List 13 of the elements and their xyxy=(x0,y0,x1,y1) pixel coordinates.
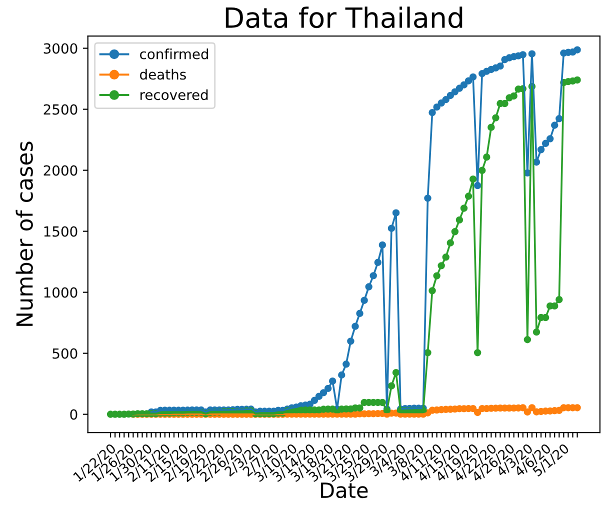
y-tick-label: 500 xyxy=(52,348,78,359)
legend-label: confirmed xyxy=(140,48,208,60)
y-tick-label: 1000 xyxy=(44,287,78,298)
y-tick-label: 1500 xyxy=(44,226,78,237)
y-axis-title: Number of cases xyxy=(16,142,33,326)
y-tick-label: 2500 xyxy=(44,104,78,115)
legend-label: deaths xyxy=(140,68,186,80)
chart-title: Data for Thailand xyxy=(226,6,462,28)
x-axis-title: Date xyxy=(321,482,368,498)
y-tick-label: 3000 xyxy=(44,43,78,54)
y-tick-label: 2000 xyxy=(44,165,78,176)
legend-label: recovered xyxy=(140,89,208,100)
y-tick-label: 0 xyxy=(70,409,78,420)
